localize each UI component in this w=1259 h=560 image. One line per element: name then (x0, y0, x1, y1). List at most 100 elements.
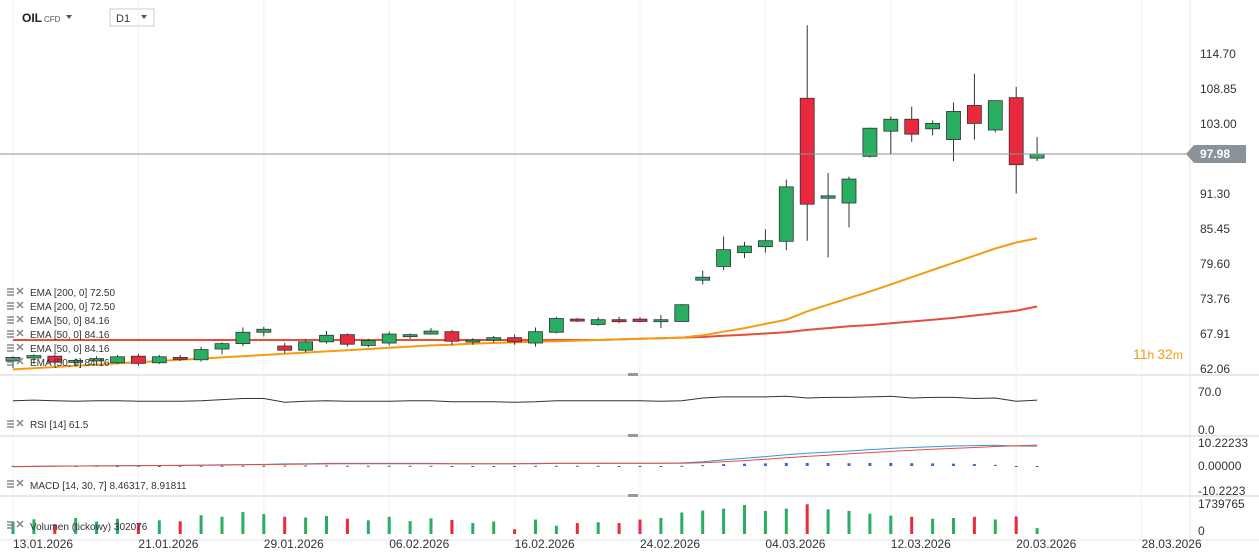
macd-hist-bar (952, 463, 955, 467)
macd-menu-icon[interactable] (7, 480, 14, 488)
ema-menu-icon[interactable] (7, 344, 14, 352)
volume-close-icon[interactable] (16, 520, 24, 528)
candle (214, 342, 230, 355)
volume-bar (178, 521, 182, 534)
candle-body (444, 331, 460, 342)
macd-hist-bar (241, 465, 245, 467)
macd-hist-bar (492, 466, 496, 468)
price-tick-label: 85.45 (1200, 222, 1230, 236)
ema-legend-label: EMA [200, 0] 72.50 (30, 288, 115, 299)
date-tick-label: 06.02.2026 (389, 537, 449, 551)
candle-body (256, 328, 272, 333)
candle-body (193, 349, 209, 361)
panel-resize-handle[interactable] (628, 494, 638, 497)
candle (319, 331, 334, 344)
ema-lines (12, 237, 1038, 371)
ema-legend-label: EMA [50, 0] 84.16 (30, 330, 110, 341)
candle-body (549, 318, 564, 333)
volume-bar (387, 516, 391, 534)
symbol-type: CFD (44, 15, 61, 24)
volume-bar (1014, 516, 1018, 534)
candle-body (465, 339, 481, 343)
macd-hist-bar (722, 464, 726, 467)
volume-axis-zero: 0 (1198, 524, 1205, 538)
volume-bar (952, 517, 955, 534)
ema-slow-line (13, 305, 1038, 341)
timeframe-chevron-down-icon[interactable] (141, 15, 147, 19)
volume-bar (32, 519, 36, 534)
volume-bar (513, 529, 517, 534)
rsi-menu-icon[interactable] (7, 420, 14, 428)
volume-menu-icon[interactable] (7, 521, 14, 529)
date-tick-label: 28.03.2026 (1142, 537, 1202, 551)
candle-body (360, 340, 376, 346)
volume-bar (617, 523, 621, 534)
candle (987, 100, 1003, 133)
rsi-close-icon[interactable] (16, 419, 24, 427)
candle-body (214, 343, 230, 350)
candle-body (1029, 153, 1045, 159)
candle (298, 339, 314, 353)
ema-menu-icon[interactable] (7, 330, 14, 338)
candle-body (925, 123, 940, 130)
volume-bar (157, 520, 161, 534)
ema-close-icon[interactable] (16, 301, 24, 309)
timeframe-value: D1 (116, 13, 130, 25)
panel-resize-handle[interactable] (628, 373, 638, 376)
current-price-tag (1186, 145, 1246, 164)
candle (758, 229, 773, 253)
macd-close-icon[interactable] (16, 479, 24, 487)
ema-close-icon[interactable] (16, 329, 24, 337)
candle-body (737, 245, 752, 254)
symbol-chevron-down-icon[interactable] (66, 15, 72, 19)
macd-hist-bar (408, 465, 412, 467)
volume-axis-max: 1739765 (1198, 497, 1245, 511)
symbol-name[interactable]: OIL (22, 11, 42, 25)
candle-body (987, 100, 1003, 131)
ema-close-icon[interactable] (16, 343, 24, 351)
timeframe-select[interactable] (109, 8, 155, 27)
macd-hist-bar (910, 463, 914, 467)
ema-menu-icon[interactable] (7, 288, 14, 296)
macd-hist-bar (345, 465, 349, 467)
macd-hist-bar (74, 466, 78, 468)
candle (862, 127, 878, 158)
candle-timer: 11h 32m (1133, 346, 1183, 362)
candle (360, 338, 376, 348)
candle-body (423, 330, 439, 335)
volume-bar (910, 516, 914, 534)
macd-hist-bar (868, 462, 872, 467)
volume-bar (304, 517, 308, 534)
candle-body (674, 304, 690, 322)
candle-body (799, 97, 815, 205)
candle-body (716, 249, 731, 267)
volume-bar (575, 523, 579, 534)
candle (402, 333, 418, 339)
candle (130, 353, 146, 366)
ema-menu-icon[interactable] (7, 358, 14, 366)
price-tick-label: 79.60 (1200, 257, 1230, 271)
volume-bar (471, 523, 475, 534)
macd-hist-bar (931, 463, 935, 467)
ema-close-icon[interactable] (16, 357, 24, 365)
ema-menu-icon[interactable] (7, 302, 14, 310)
candle (695, 270, 711, 285)
candle-body (1008, 97, 1024, 166)
candle-body (820, 195, 836, 199)
macd-legend: MACD [14, 30, 7] 8.46317, 8.91811 (7, 479, 187, 492)
volume-bar (492, 521, 496, 534)
ema-close-icon[interactable] (16, 287, 24, 295)
volume-bar (283, 516, 287, 534)
macd-hist-bar (805, 462, 809, 467)
candle (465, 338, 481, 345)
candle (172, 354, 188, 361)
ema-close-icon[interactable] (16, 315, 24, 323)
macd-hist-bar (826, 462, 830, 467)
candle (549, 316, 564, 334)
panel-resize-handle[interactable] (628, 434, 638, 437)
price-tick-label: 67.91 (1200, 327, 1230, 341)
ema-menu-icon[interactable] (7, 316, 14, 324)
candle-body (172, 356, 188, 360)
macd-hist-bar (972, 464, 976, 467)
